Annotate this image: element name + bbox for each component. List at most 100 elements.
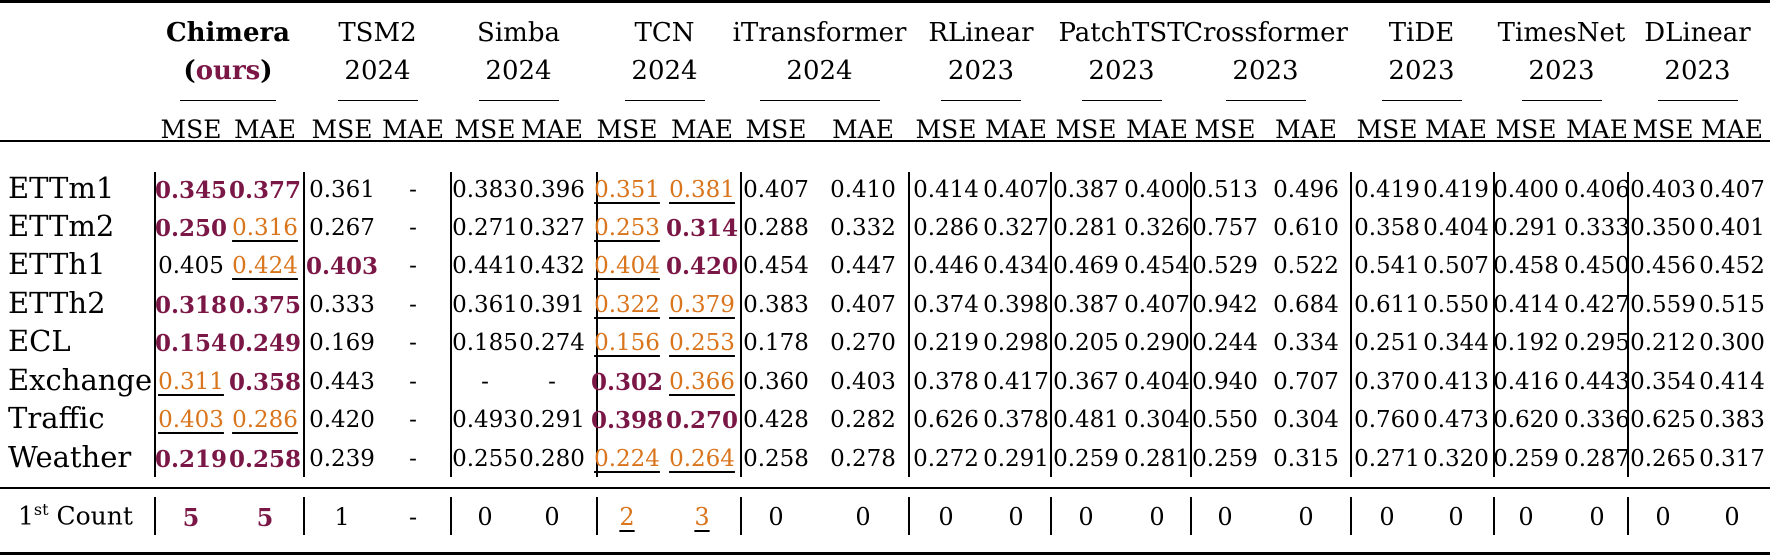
metric-header: MSE	[915, 115, 977, 144]
table-cell: 0.332	[830, 215, 896, 241]
table-cell: 0.259	[1493, 446, 1559, 472]
table-cell: 0.291	[983, 446, 1049, 472]
table-cell: 0.224	[594, 446, 660, 472]
bottom-rule	[0, 552, 1770, 555]
table-cell: 0.414	[913, 177, 979, 203]
table-cell: 0.366	[669, 369, 735, 395]
model-name-header: TimesNet	[1497, 18, 1626, 48]
count-column-divider	[1350, 497, 1352, 535]
table-cell: 0.154	[154, 330, 228, 357]
model-year-header: 2023	[1664, 56, 1731, 86]
table-cell: 0.684	[1273, 292, 1339, 318]
table-cell: 0.178	[743, 330, 809, 356]
metric-header: MAE	[521, 115, 583, 144]
table-cell: 0.270	[830, 330, 896, 356]
table-cell: 0.258	[228, 446, 302, 473]
column-divider	[154, 172, 156, 477]
table-cell: 0.454	[743, 253, 809, 279]
dataset-label: Traffic	[8, 401, 105, 435]
header-rule	[0, 140, 1770, 142]
table-cell: 0.610	[1273, 215, 1339, 241]
table-cell: 0.403	[1630, 177, 1696, 203]
table-cell: 0.249	[228, 330, 302, 357]
dataset-label: ECL	[8, 324, 71, 358]
table-cell: 0.251	[1354, 330, 1420, 356]
table-cell: -	[409, 330, 417, 356]
table-cell: 0.295	[1564, 330, 1630, 356]
metric-header: MSE	[1194, 115, 1256, 144]
ours-tag: ours	[195, 56, 261, 86]
table-cell: 0.469	[1053, 253, 1119, 279]
table-cell: 0.413	[1423, 369, 1489, 395]
table-cell: 0.278	[830, 446, 896, 472]
metric-header: MSE	[1055, 115, 1117, 144]
model-name-header: iTransformer	[732, 18, 907, 48]
table-cell: 0.219	[154, 446, 228, 473]
table-cell: 0.513	[1192, 177, 1258, 203]
header-cmidrule	[478, 100, 559, 101]
metric-header: MSE	[745, 115, 807, 144]
ours-paren-open: (	[183, 56, 196, 86]
table-cell: 0.315	[1273, 446, 1339, 472]
table-cell: 0.410	[830, 177, 896, 203]
table-cell: 0.443	[309, 369, 375, 395]
table-cell: 0.434	[983, 253, 1049, 279]
header-cmidrule	[1521, 100, 1602, 101]
table-cell: 0.318	[154, 292, 228, 319]
header-cmidrule	[624, 100, 705, 101]
table-cell: 0.351	[594, 177, 660, 203]
table-cell: 0.404	[594, 253, 660, 279]
table-cell: 0.344	[1423, 330, 1489, 356]
metric-header: MAE	[1566, 115, 1628, 144]
table-cell: 0.370	[1354, 369, 1420, 395]
metric-header: MAE	[1275, 115, 1337, 144]
table-cell: 0.447	[830, 253, 896, 279]
table-cell: 0.450	[1564, 253, 1630, 279]
model-name-header: PatchTST	[1058, 18, 1185, 48]
count-cell: 5	[256, 503, 274, 532]
count-cell: 0	[855, 503, 871, 531]
table-cell: -	[409, 446, 417, 472]
table-cell: 0.304	[1273, 407, 1339, 433]
table-cell: 0.441	[452, 253, 518, 279]
count-cell: 0	[1589, 503, 1605, 531]
table-cell: 0.550	[1192, 407, 1258, 433]
model-year-header: 2023	[1088, 56, 1155, 86]
table-cell: 0.322	[594, 292, 660, 318]
table-cell: 0.405	[158, 253, 224, 279]
table-cell: 0.419	[1423, 177, 1489, 203]
table-cell: 0.406	[1564, 177, 1630, 203]
count-cell: 0	[1298, 503, 1314, 531]
metric-header: MAE	[985, 115, 1047, 144]
table-cell: 0.387	[1053, 292, 1119, 318]
metric-header: MSE	[1356, 115, 1418, 144]
table-cell: 0.219	[913, 330, 979, 356]
table-cell: 0.302	[590, 369, 664, 396]
table-cell: 0.381	[669, 177, 735, 203]
model-year-header: 2023	[1528, 56, 1595, 86]
count-cell: -	[408, 503, 418, 531]
header-cmidrule	[1381, 100, 1462, 101]
table-cell: 0.473	[1423, 407, 1489, 433]
table-cell: 0.403	[305, 253, 379, 280]
header-cmidrule	[180, 100, 276, 101]
count-cell: 0	[1518, 503, 1534, 531]
table-cell: 0.300	[1699, 330, 1765, 356]
table-cell: 0.940	[1192, 369, 1258, 395]
count-cell: 2	[619, 503, 635, 531]
table-cell: 0.259	[1053, 446, 1119, 472]
metric-header: MAE	[1126, 115, 1188, 144]
table-cell: 0.361	[309, 177, 375, 203]
table-cell: 0.757	[1192, 215, 1258, 241]
model-year-header: 2024	[485, 56, 552, 86]
table-cell: 0.420	[665, 253, 739, 280]
table-cell: 0.350	[1630, 215, 1696, 241]
table-cell: 0.169	[309, 330, 375, 356]
header-cmidrule	[941, 100, 1021, 101]
table-cell: 0.281	[1053, 215, 1119, 241]
model-year-header: 2024	[786, 56, 853, 86]
metric-header: MSE	[160, 115, 222, 144]
table-cell: 0.345	[154, 177, 228, 204]
dataset-label: ETTm2	[8, 209, 115, 243]
